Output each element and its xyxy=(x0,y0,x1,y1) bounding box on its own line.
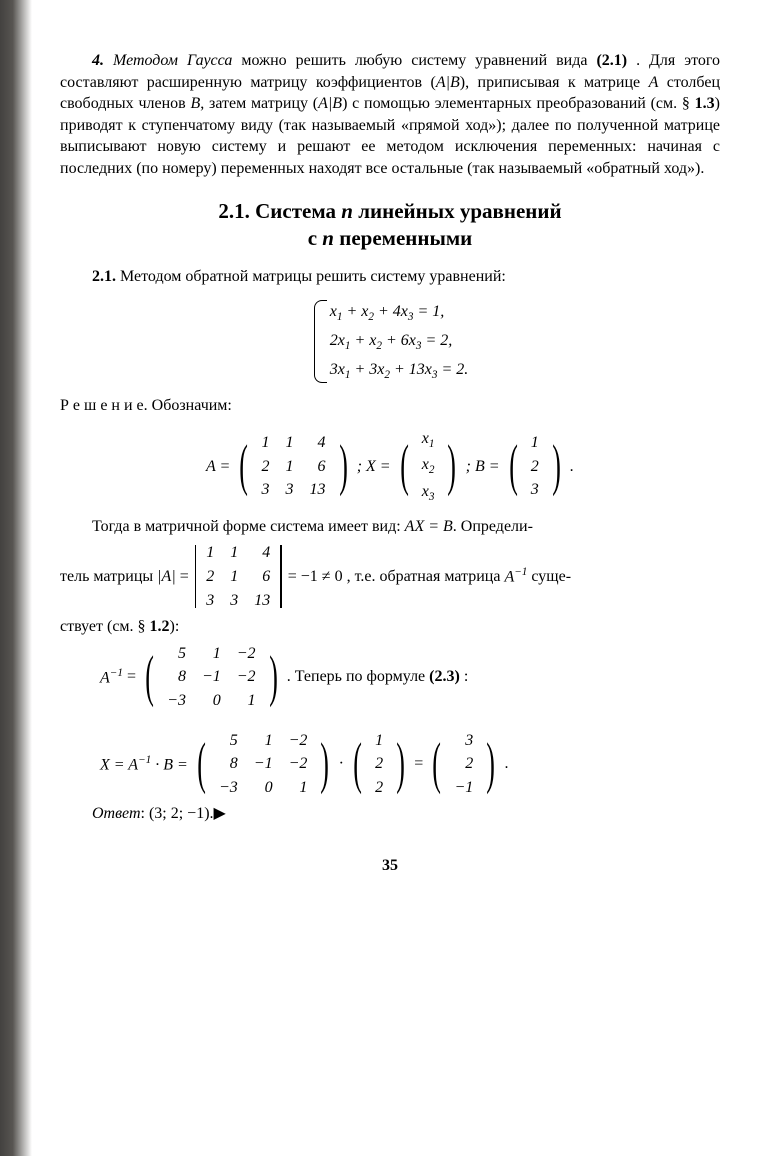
task-statement: 2.1. Методом обратной матрицы решить сис… xyxy=(60,266,720,288)
matrix-A-inverse: ( 51−28−1−2−301 ) xyxy=(140,642,283,713)
item-number: 4. xyxy=(92,52,104,69)
inverse-matrix-line: A−1 = ( 51−28−1−2−301 ) . Теперь по форм… xyxy=(100,642,720,713)
matrix-A: ( 1142163313 ) xyxy=(234,431,352,502)
determinant: 1142163313 xyxy=(193,541,284,612)
page-number: 35 xyxy=(60,855,720,877)
scan-shadow xyxy=(0,0,32,1156)
section-heading: 2.1. Система n линейных уравнений с n пе… xyxy=(60,198,720,253)
intro-paragraph: 4. Методом Гаусса можно решить любую сис… xyxy=(60,50,720,180)
equation-system: x1 + x2 + 4x3 = 1, 2x1 + x2 + 6x3 = 2, 3… xyxy=(60,298,720,386)
matrix-X: ( x1 x2 x3 ) xyxy=(395,427,462,506)
final-computation: X = A−1 · B = ( 51−28−1−2−301 ) · ( 122 … xyxy=(100,729,720,800)
determinant-line: тель матрицы |A| = 1142163313 = −1 ≠ 0 ,… xyxy=(60,541,720,612)
matrix-B: ( 123 ) xyxy=(504,431,566,502)
method-name: Методом Гаусса xyxy=(113,52,232,69)
solution-label: Р е ш е н и е. Обозначим: xyxy=(60,395,720,417)
matrix-form-line: Тогда в матричной форме система имеет ви… xyxy=(60,516,720,538)
exists-line: ствует (см. § 1.2): xyxy=(60,616,720,638)
matrix-definitions: A = ( 1142163313 ) ; X = ( x1 x2 x3 ) ; … xyxy=(60,427,720,506)
answer-line: Ответ: (3; 2; −1).▶ xyxy=(60,803,720,825)
